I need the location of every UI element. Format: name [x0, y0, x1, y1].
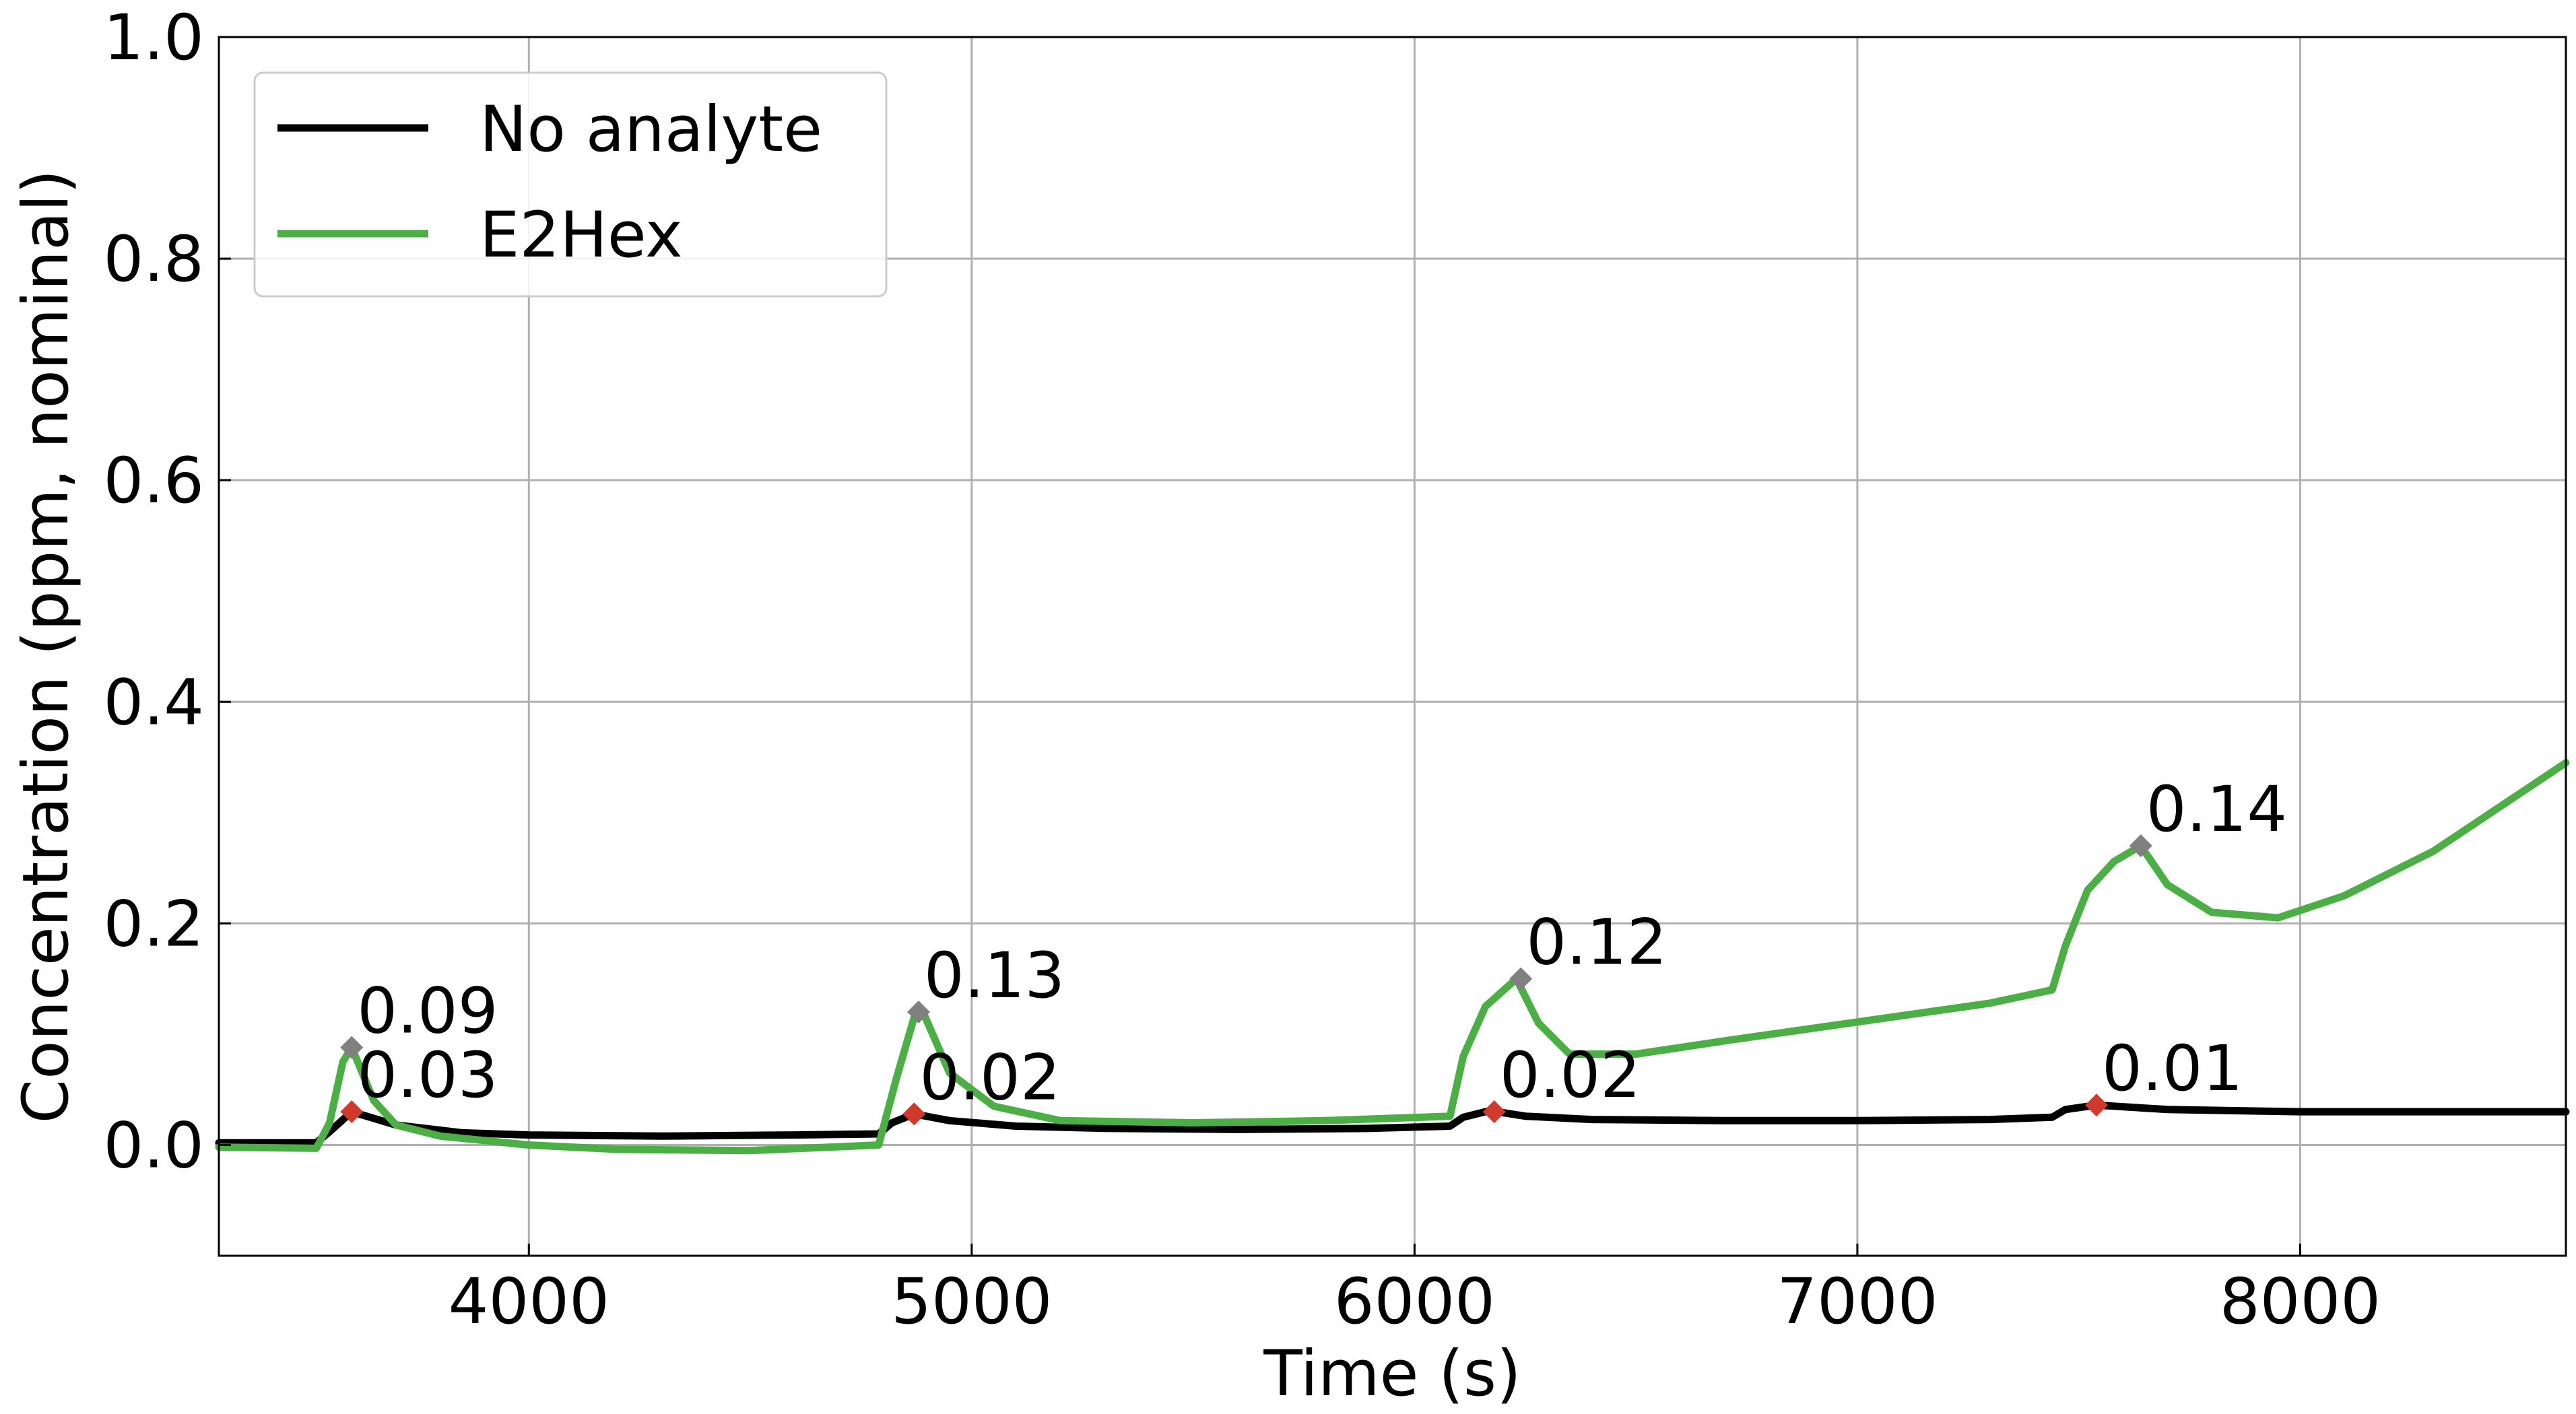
x-tick-label: 5000: [891, 1265, 1052, 1339]
peak-marker: [906, 1001, 930, 1023]
y-tick-label: 0.4: [104, 666, 205, 739]
peak-marker: [1482, 1100, 1506, 1124]
x-tick-label: 6000: [1334, 1265, 1495, 1339]
peak-marker: [340, 1100, 364, 1124]
peak-annotation: 0.02: [919, 1041, 1060, 1114]
legend-label-e2hex: E2Hex: [480, 199, 683, 272]
peak-annotation: 0.09: [357, 975, 498, 1048]
series-layer: [215, 759, 2570, 1155]
peak-annotation: 0.02: [1500, 1039, 1641, 1112]
peak-marker: [902, 1102, 926, 1126]
plot-frame: [218, 36, 2567, 1257]
peak-annotation: 0.01: [2102, 1032, 2243, 1106]
y-tick-label: 0.6: [104, 444, 205, 518]
legend-label-no-analyte: No analyte: [480, 93, 822, 166]
axis-ticks: 4000 5000 6000 7000 8000 0.0 0.2 0.4 0.6 0.8 1.0: [104, 1, 2381, 1339]
peak-annotation: 0.13: [924, 939, 1065, 1013]
x-axis-label: Time (s): [1263, 1337, 1521, 1411]
peak-annotation: 0.03: [357, 1039, 498, 1112]
y-tick-label: 0.8: [104, 223, 205, 296]
x-tick-label: 4000: [449, 1265, 609, 1339]
peak-marker: [2085, 1093, 2108, 1117]
series-line-no-analyte: [215, 1101, 2570, 1147]
marker-layer: 0.090.03 0.13 0.02 0.12 0.02 0.14 0.01: [340, 773, 2287, 1126]
peak-marker: [1509, 967, 1533, 990]
y-tick-label: 1.0: [104, 1, 205, 75]
y-tick-label: 0.0: [104, 1109, 205, 1182]
x-tick-label: 7000: [1777, 1265, 1938, 1339]
peak-annotation: 0.14: [2146, 773, 2287, 846]
peak-annotation: 0.12: [1526, 906, 1667, 980]
legend: No analyte E2Hex: [253, 71, 888, 298]
peak-marker: [2129, 834, 2152, 858]
series-line-e2hex: [215, 759, 2570, 1155]
peak-marker: [340, 1036, 364, 1059]
y-axis-label: Concentration (ppm, nominal): [9, 170, 83, 1124]
x-tick-label: 8000: [2220, 1265, 2381, 1339]
y-tick-label: 0.2: [104, 887, 205, 961]
